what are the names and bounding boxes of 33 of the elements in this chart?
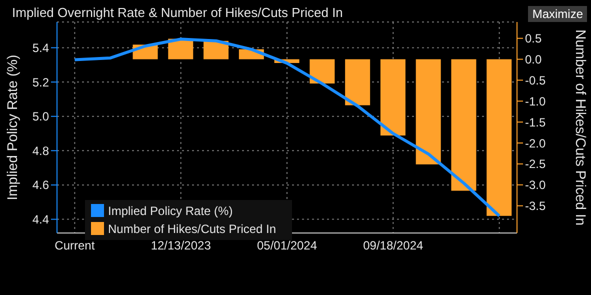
y2-tick-label: 0.0 bbox=[525, 52, 542, 67]
y2-tick-label: -1.0 bbox=[525, 94, 546, 108]
y2-tick-label: -2.5 bbox=[525, 157, 546, 172]
x-tick-label: 05/01/2024 bbox=[256, 238, 318, 253]
maximize-button[interactable]: Maximize bbox=[528, 6, 587, 22]
bar bbox=[380, 59, 406, 136]
y2-tick-label: -3.5 bbox=[525, 199, 546, 214]
y-tick-label: 5.0 bbox=[32, 110, 50, 124]
chart-title: Implied Overnight Rate & Number of Hikes/Cuts Priced In bbox=[12, 5, 343, 20]
y-tick-label: 5.4 bbox=[32, 40, 50, 55]
x-tick-label: 09/18/2024 bbox=[363, 238, 424, 253]
bar bbox=[310, 59, 335, 84]
y2-tick-label: -2.0 bbox=[525, 136, 546, 150]
bar bbox=[451, 59, 476, 191]
legend-label: Implied Policy Rate (%) bbox=[108, 204, 233, 218]
y-tick-label: 5.2 bbox=[32, 75, 50, 90]
y2-tick-label: -0.5 bbox=[525, 73, 546, 88]
x-tick-label: 12/13/2023 bbox=[150, 238, 212, 253]
x-tick-label: Current bbox=[54, 238, 96, 253]
line-series bbox=[73, 38, 501, 218]
y2-tick-label: -3.0 bbox=[525, 178, 546, 192]
legend-label: Number of Hikes/Cuts Priced In bbox=[108, 222, 276, 236]
y-tick-label: 4.4 bbox=[32, 212, 50, 227]
y2-tick-label: -1.5 bbox=[525, 115, 546, 130]
y-tick-label: 4.8 bbox=[32, 144, 50, 158]
bar bbox=[416, 59, 441, 164]
bar bbox=[204, 40, 229, 60]
bar bbox=[486, 59, 512, 216]
y2-axis-title: Number of Hikes/Cuts Priced In bbox=[573, 29, 590, 226]
bar bbox=[345, 59, 370, 106]
y-axis-title: Implied Policy Rate (%) bbox=[4, 54, 20, 200]
y-tick-label: 4.6 bbox=[32, 178, 50, 192]
y2-tick-label: 0.5 bbox=[525, 32, 542, 46]
